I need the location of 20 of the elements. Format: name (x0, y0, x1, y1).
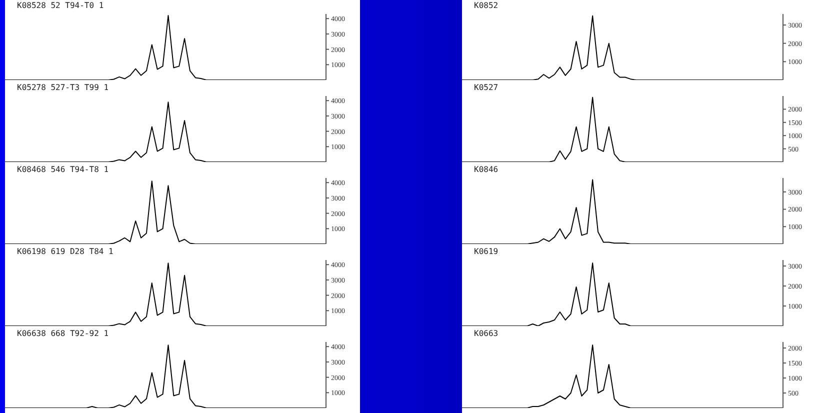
line-series (5, 15, 326, 80)
chart-title: K0619 (474, 247, 498, 256)
chart-title: K0663 (474, 329, 498, 338)
line-series (5, 180, 326, 244)
chart-title: K05278 527-T3 T99 1 (17, 83, 109, 92)
line-series (462, 15, 784, 80)
chart-title: K0852 (474, 1, 498, 10)
chart-title: K0846 (474, 165, 498, 174)
chart-title: K06638 668 T92-92 1 (17, 329, 109, 338)
line-series (462, 262, 784, 326)
chart-title: K06198 619 D28 T84 1 (17, 247, 114, 256)
chart-title: K0527 (474, 83, 498, 92)
line-series (5, 102, 326, 162)
line-series (462, 96, 784, 162)
line-series (462, 344, 784, 408)
chart-title: K08468 546 T94-T8 1 (17, 165, 109, 174)
line-series (462, 179, 784, 244)
chart-title: K08528 52 T94-T0 1 (17, 1, 104, 10)
line-series (5, 344, 326, 408)
line-series (5, 262, 326, 326)
